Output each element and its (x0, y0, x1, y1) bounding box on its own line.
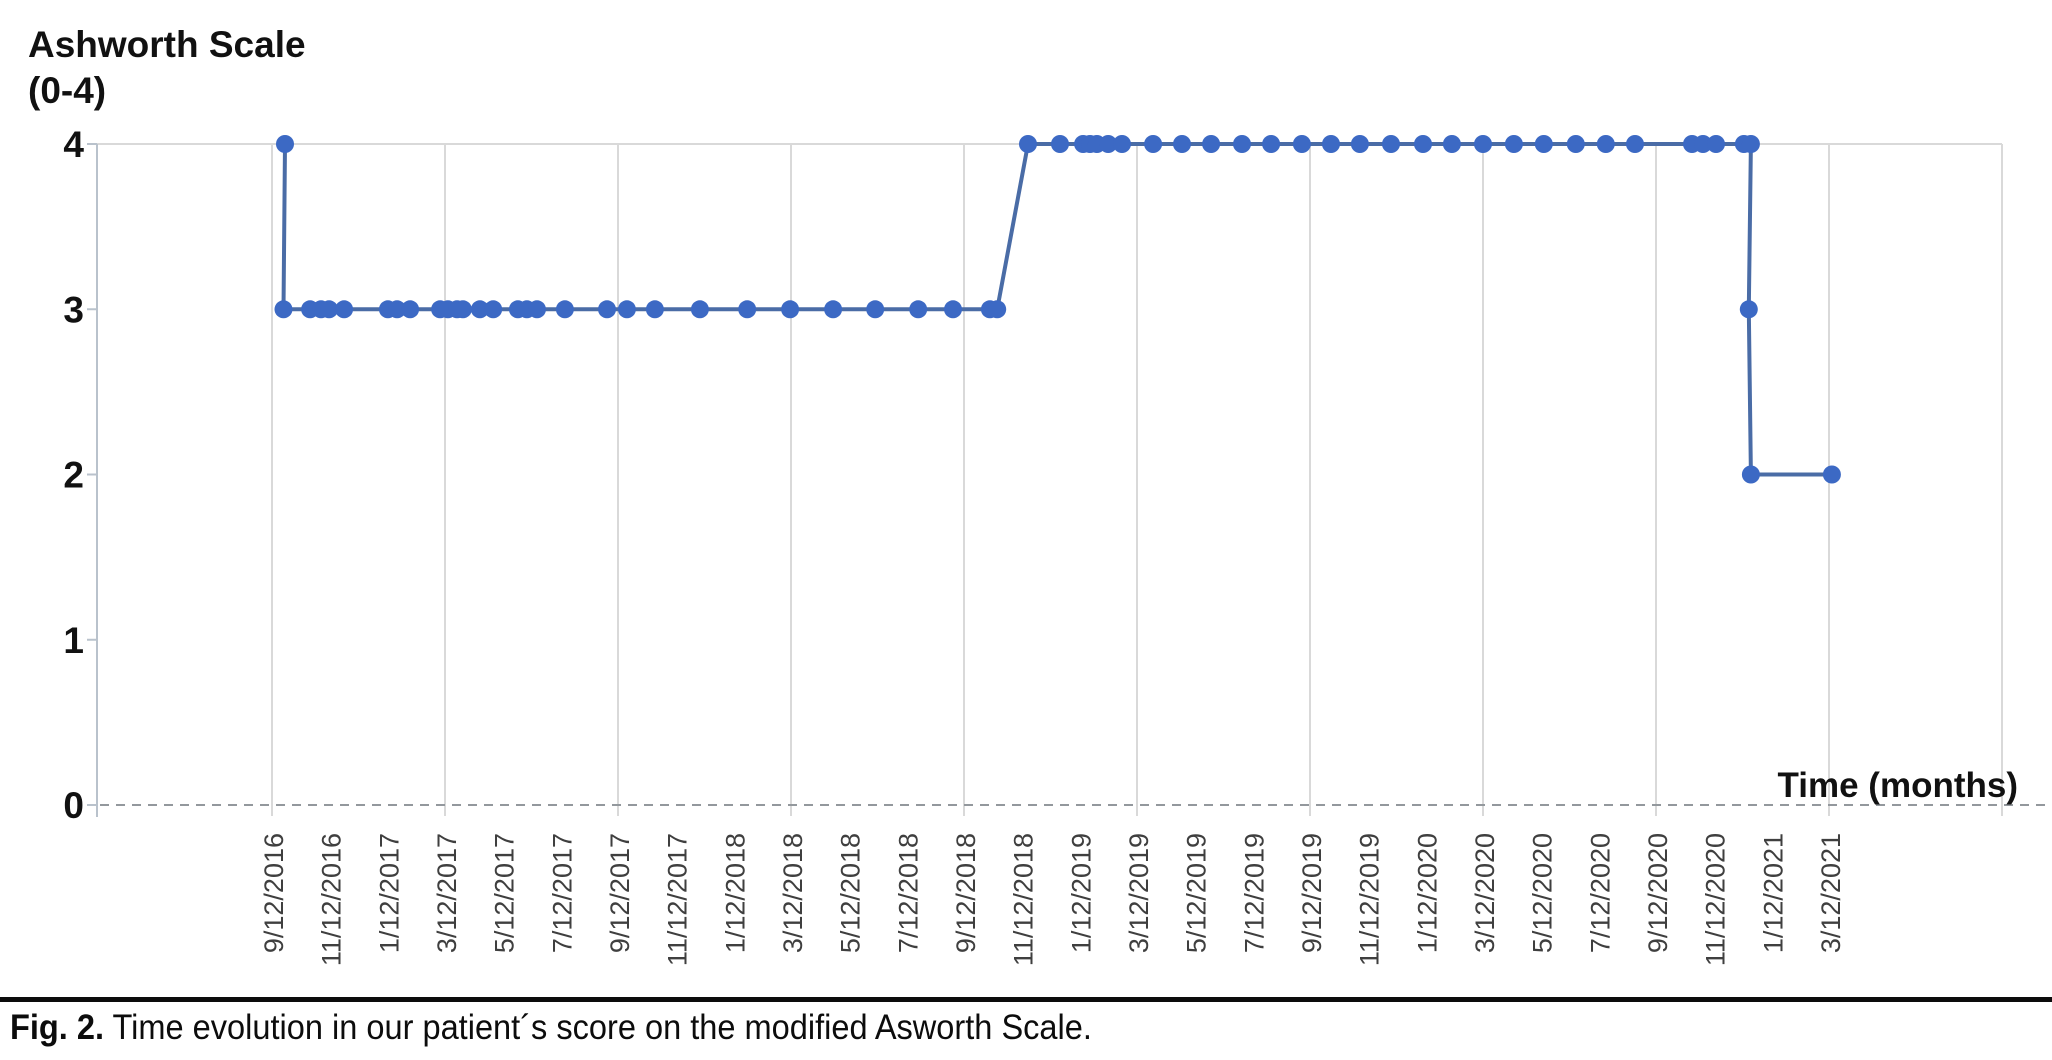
y-axis-title: Ashworth Scale (0-4) (28, 22, 306, 115)
data-point-marker (1019, 135, 1037, 153)
y-axis-title-line2: (0-4) (28, 70, 107, 112)
data-point-marker (388, 300, 407, 319)
caption-divider-rule (0, 997, 2052, 1002)
data-point-marker (617, 300, 636, 319)
data-point-marker (944, 300, 962, 319)
x-tick-labels-group: 9/12/2016 11/12/2016 1/12/2017 3/12/2017 5/1… (259, 833, 1846, 966)
data-point-marker (401, 300, 420, 319)
x-tick-label: 11/12/2020 (1701, 833, 1731, 966)
x-tick-label: 5/12/2017 (490, 833, 520, 953)
y-tick-label: 3 (63, 289, 84, 330)
data-point-marker (1414, 135, 1432, 153)
data-point-marker (1382, 135, 1400, 153)
x-tick-label: 11/12/2016 (317, 833, 347, 966)
ashworth-scale-line-chart: 9/12/2016 11/12/2016 1/12/2017 3/12/2017 5/1… (63, 124, 2046, 966)
data-point-marker (1099, 135, 1118, 153)
data-point-marker (470, 300, 489, 319)
x-tick-label: 3/12/2019 (1124, 833, 1154, 953)
data-point-marker (1113, 135, 1131, 153)
data-point-marker (1504, 135, 1523, 153)
y-axis-title-line1: Ashworth Scale (28, 24, 306, 65)
x-tick-label: 1/12/2019 (1066, 833, 1096, 953)
data-point-marker (1262, 135, 1281, 153)
x-tick-label: 7/12/2020 (1585, 833, 1615, 953)
x-tick-label: 11/12/2018 (1009, 833, 1039, 966)
x-tick-label: 5/12/2018 (836, 833, 866, 953)
data-point-marker (1626, 135, 1644, 153)
data-point-marker (598, 300, 616, 319)
data-point-marker (1350, 135, 1369, 153)
data-point-marker (484, 300, 503, 319)
x-tick-label: 9/12/2018 (951, 833, 981, 953)
data-point-marker (528, 300, 546, 319)
x-tick-label: 9/12/2017 (605, 833, 635, 953)
x-tick-label: 11/12/2017 (663, 833, 693, 966)
data-point-marker (1596, 135, 1615, 153)
data-point-marker (1534, 135, 1553, 153)
data-point-marker (555, 300, 574, 319)
data-point-marker (1051, 135, 1069, 153)
data-point-marker (645, 300, 664, 319)
figure-caption-label: Fig. 2. (10, 1008, 105, 1047)
data-point-marker (1739, 300, 1758, 319)
data-series-group (274, 135, 1841, 484)
y-tick-label: 1 (63, 620, 84, 661)
data-point-marker (781, 300, 800, 319)
data-point-marker (453, 300, 472, 319)
x-tick-label: 5/12/2019 (1182, 833, 1212, 953)
data-point-marker (335, 300, 354, 319)
data-point-marker (1566, 135, 1585, 153)
y-tick-label: 0 (63, 785, 84, 826)
figure-caption-text: Time evolution in our patient´s score on… (104, 1008, 1092, 1047)
data-point-marker (1173, 135, 1191, 153)
x-tick-label: 3/12/2021 (1816, 833, 1846, 953)
data-point-marker (1322, 135, 1340, 153)
data-point-marker (988, 300, 1007, 319)
data-point-marker (866, 300, 885, 319)
axes-group (87, 143, 2046, 817)
data-point-marker (1707, 135, 1725, 153)
x-tick-label: 11/12/2019 (1355, 833, 1385, 966)
y-tick-label: 2 (63, 455, 84, 496)
x-tick-label: 3/12/2018 (778, 833, 808, 953)
data-point-marker (1233, 135, 1251, 153)
x-tick-label: 1/12/2017 (374, 833, 404, 953)
y-tick-labels-group: 0 1 2 3 4 (63, 124, 84, 826)
x-tick-label: 9/12/2020 (1643, 833, 1673, 953)
x-axis-title-group: Time (months) (1778, 766, 2018, 805)
x-tick-label: 9/12/2019 (1297, 833, 1327, 953)
x-tick-label: 9/12/2016 (259, 833, 289, 953)
data-point-marker (909, 300, 928, 319)
data-point-marker (1822, 465, 1841, 484)
x-tick-label: 1/12/2020 (1412, 833, 1442, 953)
data-point-marker (738, 300, 757, 319)
y-tick-label: 4 (63, 124, 84, 165)
data-point-marker (1442, 135, 1461, 153)
figure-caption: Fig. 2. Time evolution in our patient´s … (10, 1008, 1907, 1048)
data-point-marker (1144, 135, 1163, 153)
data-point-marker (1741, 135, 1760, 153)
data-point-marker (1202, 135, 1221, 153)
x-tick-label: 5/12/2020 (1528, 833, 1558, 953)
data-point-marker (1741, 465, 1760, 484)
data-point-marker (824, 300, 843, 319)
x-tick-label: 7/12/2019 (1239, 833, 1269, 953)
x-tick-label: 3/12/2017 (432, 833, 462, 953)
x-tick-label: 1/12/2021 (1758, 833, 1788, 953)
data-point-marker (274, 300, 293, 319)
x-tick-label: 1/12/2018 (720, 833, 750, 953)
data-point-marker (1474, 135, 1492, 153)
data-point-marker (1694, 135, 1712, 153)
x-tick-label: 7/12/2017 (547, 833, 577, 953)
data-point-marker (1292, 135, 1311, 153)
x-tick-label: 7/12/2018 (893, 833, 923, 953)
data-point-marker (320, 300, 339, 319)
gridlines-group (97, 143, 2003, 816)
x-axis-title: Time (months) (1778, 766, 2018, 805)
x-tick-label: 3/12/2020 (1470, 833, 1500, 953)
data-point-marker (690, 300, 709, 319)
data-point-marker (276, 135, 294, 153)
